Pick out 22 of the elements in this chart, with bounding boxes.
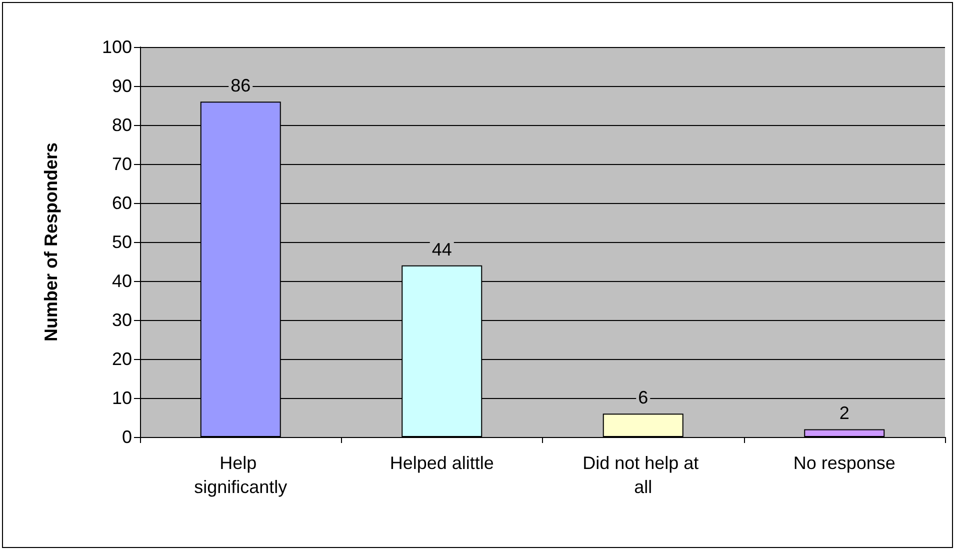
x-tick-label: Did not help at all	[582, 453, 704, 497]
y-tick-label: 10	[112, 388, 132, 408]
y-tick-label: 60	[112, 193, 132, 213]
data-label: 2	[839, 403, 850, 424]
y-tick-label: 40	[112, 271, 132, 291]
x-tick-label: Help significantly	[194, 453, 288, 497]
y-axis-title: Number of Responders	[41, 142, 61, 342]
y-tick-label: 100	[102, 37, 132, 57]
y-tick-label: 0	[122, 427, 132, 447]
y-tick-label: 20	[112, 349, 132, 369]
data-label: 86	[230, 76, 251, 96]
data-label: 6	[638, 388, 648, 408]
y-tick-label: 80	[112, 115, 132, 135]
bar	[602, 414, 684, 437]
x-tick-label: No response	[793, 453, 896, 473]
x-tick-label: Helped alittle	[390, 453, 494, 473]
data-label: 44	[432, 239, 452, 260]
y-tick-label: 30	[112, 310, 132, 330]
y-tick-label: 90	[112, 76, 132, 96]
y-tick-label: 50	[112, 232, 132, 252]
y-tick-label: 70	[112, 154, 132, 174]
bar	[804, 429, 885, 437]
